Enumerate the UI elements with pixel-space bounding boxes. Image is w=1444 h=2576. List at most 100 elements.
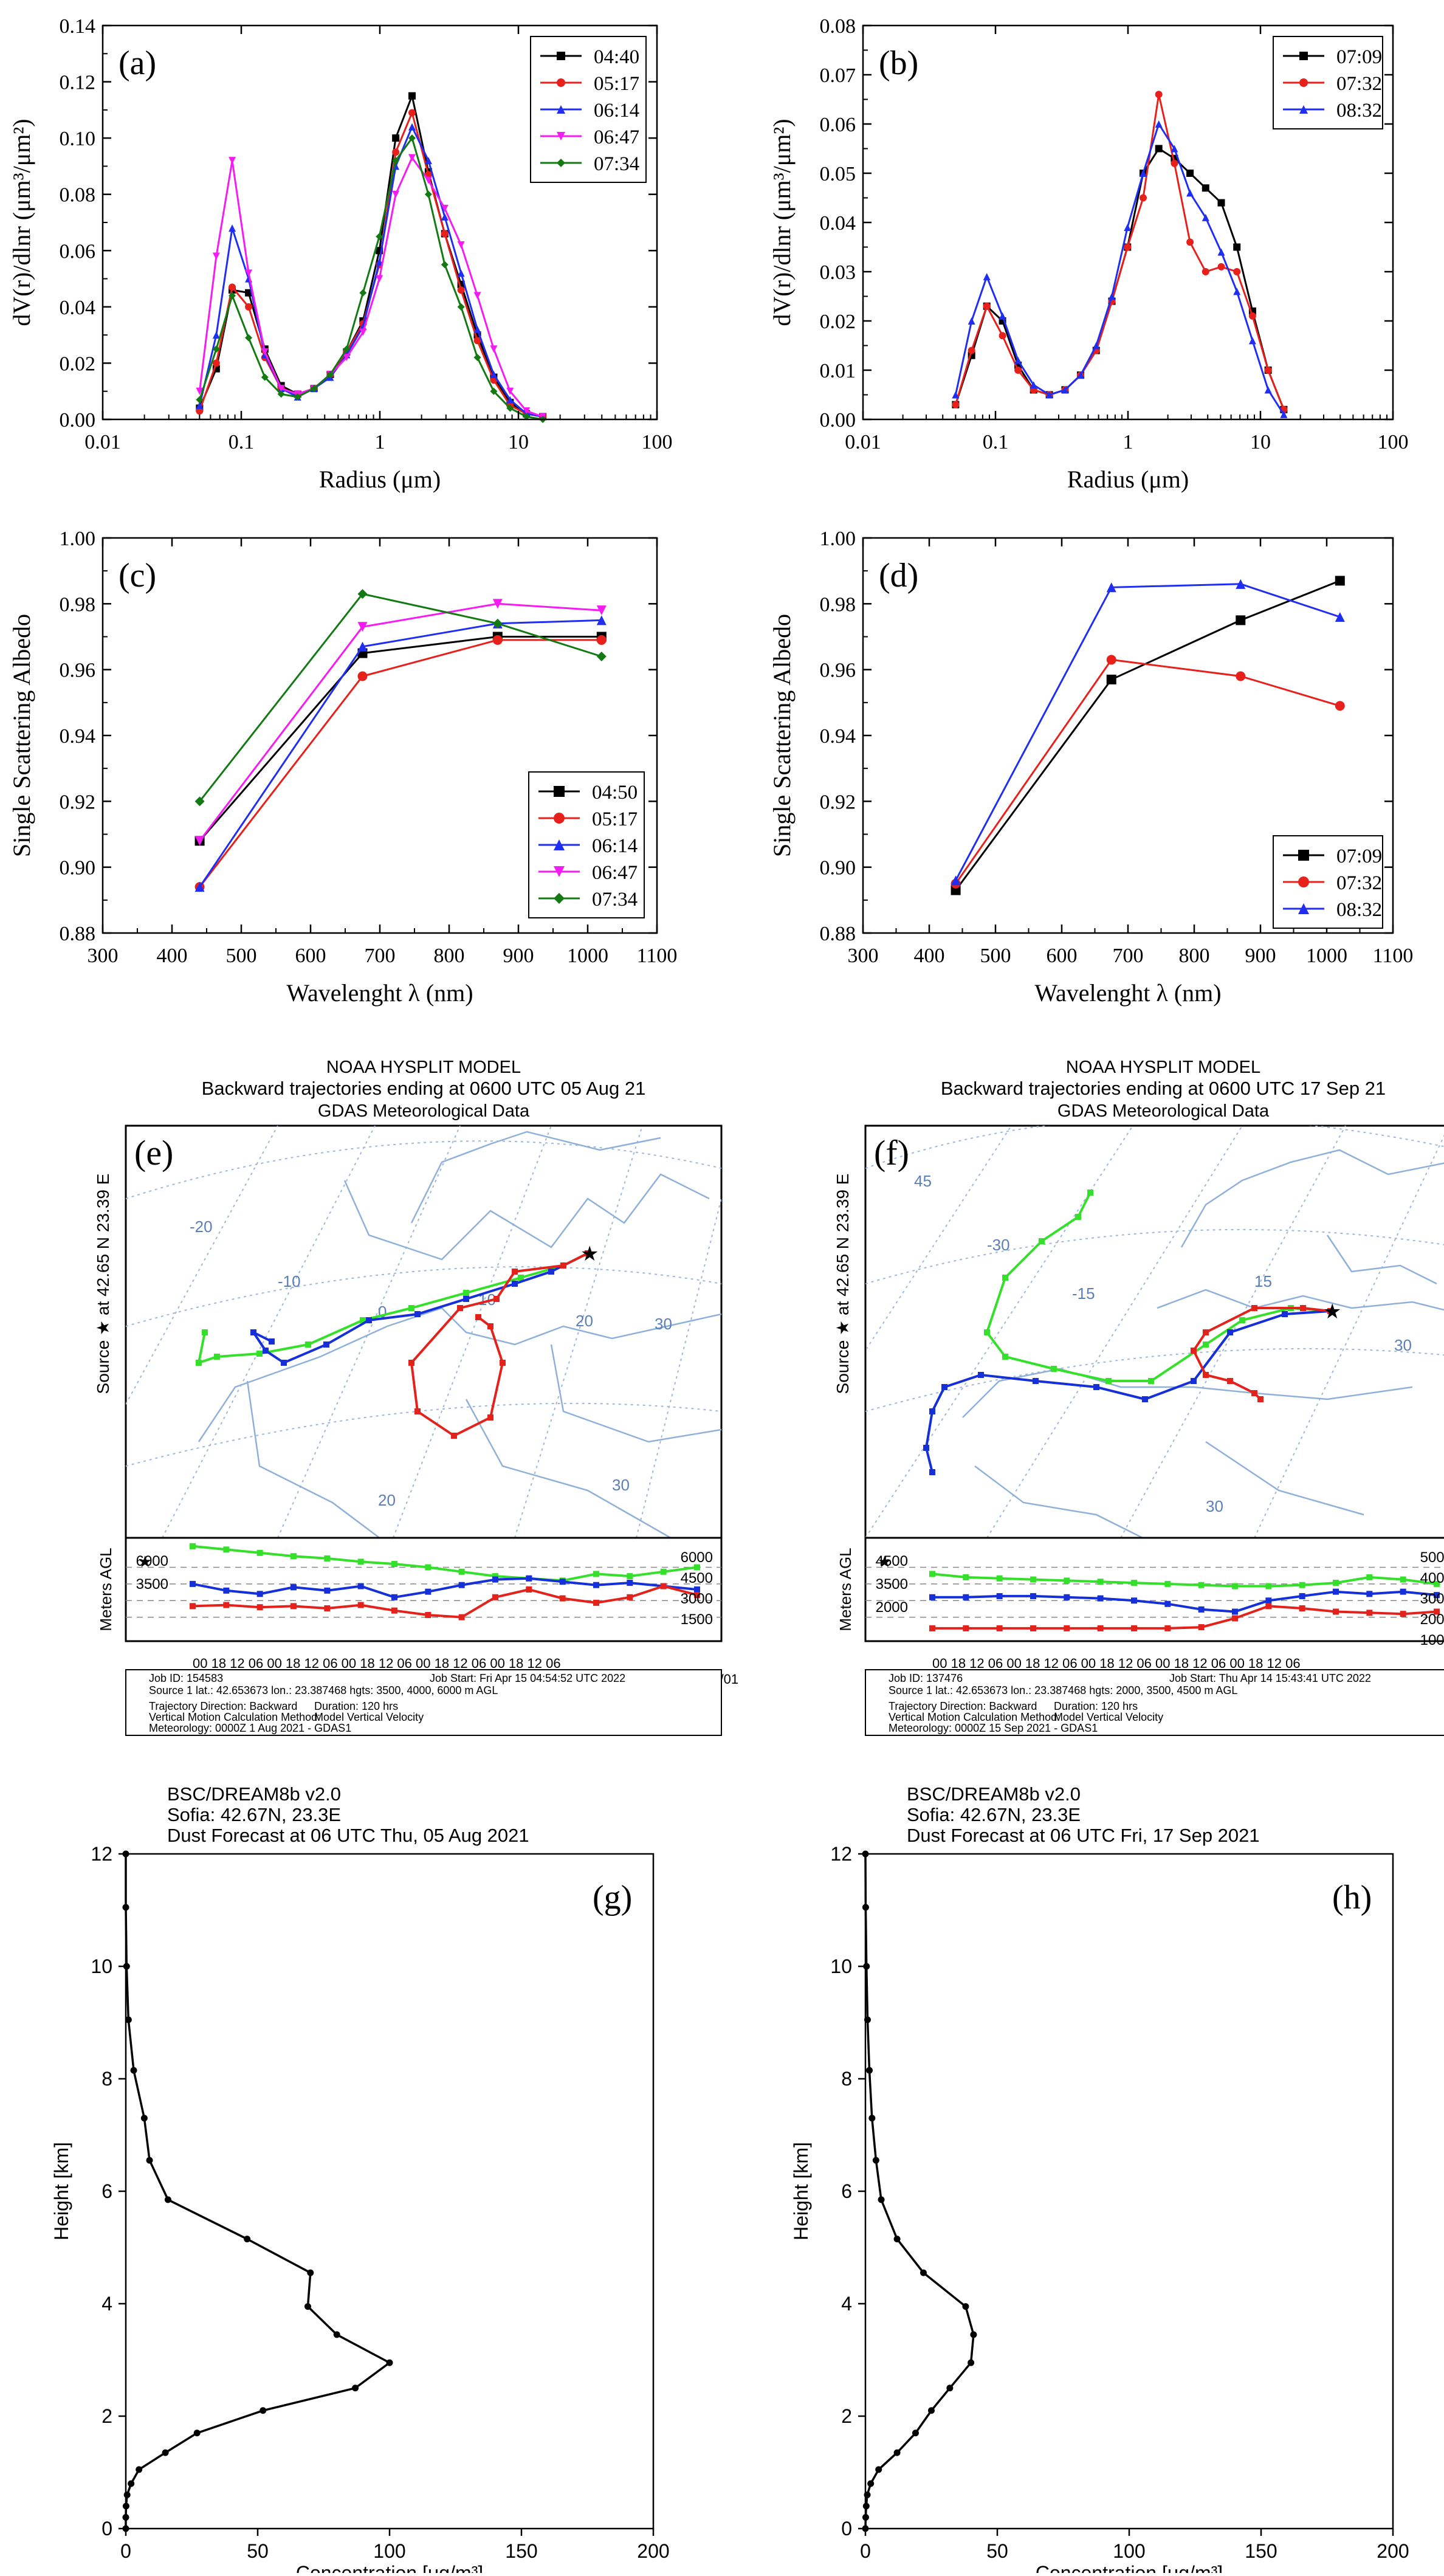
y-tick-label: 0.00 [60,409,96,432]
series-line-08:32 [955,583,1341,881]
trajectory-point-4500 m [1239,1317,1245,1323]
y-tick-label: 4 [841,2293,852,2315]
legend-label-07:34: 07:34 [592,889,638,911]
point-08:32-5 [1030,381,1037,389]
profile-point-6000 m [425,1564,431,1571]
profile-point-3500 m [425,1611,431,1618]
point-07:34-5 [277,390,285,398]
profile-point-4500 m [1064,1577,1070,1584]
point-05:17-16 [457,286,465,294]
point-05:17-15 [441,230,449,238]
profile-point-3500 m [1232,1608,1238,1615]
point-06:14-14 [424,157,432,165]
y-tick-label: 0.94 [60,725,96,748]
profile-point-15 [878,2196,885,2203]
x-tick-label: 400 [914,945,945,967]
profile-point-16 [146,2157,153,2164]
y-axis-label: dV(r)/dlnr (μm³/μm²) [768,119,796,326]
trajectory-point-4000 m [512,1281,518,1287]
profile-point-4000 m [593,1582,599,1588]
point-07:34-12 [392,157,400,165]
chart-d: 300 400 500 600 700 800 900 1000 1100 0.88 0.90 0.9… [768,528,1413,1007]
trajectory-point-2000 m [1203,1372,1209,1378]
info-text: Trajectory Direction: Backward [889,1700,1037,1712]
point-06:14-1 [212,331,220,339]
profile-point-11 [333,2331,340,2338]
x-tick-label: 600 [295,945,326,967]
x-axis-label: Concentration [μg/m³] [1036,2562,1223,2573]
agl-left-tick: 2000 [876,1599,908,1616]
trajectory-point-3500 m [457,1305,463,1311]
x-tick-label: 800 [1179,945,1210,967]
profile-point-4000 m [291,1584,297,1591]
panel-label: (a) [119,44,156,82]
legend-label-07:09: 07:09 [1336,46,1382,68]
agl-right-tick: 5000 [1420,1549,1444,1566]
point-06:14-19 [506,396,514,404]
legend-marker-07:34 [557,159,565,167]
profile-point-3500 m [559,1595,566,1602]
profile-point-7 [193,2430,201,2437]
trajectory-point-3500 m [1282,1311,1288,1317]
point-07:32-3 [1335,701,1345,711]
trajectory-point-3500 m [923,1445,929,1451]
legend-label-07:09: 07:09 [1336,845,1382,867]
profile-point-3500 m [324,1605,331,1612]
point-08:32-19 [1248,337,1256,345]
x-tick-label: 150 [1245,2540,1277,2562]
info-text: Meteorology: 0000Z 15 Sep 2021 - GDAS1 [889,1722,1098,1734]
y-axis-label: Single Scattering Albedo [768,614,796,857]
series-line-08:32 [954,122,1285,415]
info-text: Meteorology: 0000Z 1 Aug 2021 - GDAS1 [149,1722,351,1734]
y-tick-label: 12 [91,1843,112,1865]
y-tick-label: 12 [830,1843,852,1865]
legend-label-05:17: 05:17 [592,808,638,830]
point-08:32-1 [968,317,975,325]
point-07:32-12 [1139,194,1147,202]
profile-line-6000 m [192,1545,698,1582]
y-tick-label: 0 [841,2518,852,2540]
trajectory-point-3500 m [512,1269,518,1275]
x-tick-label: 200 [1377,2540,1409,2562]
title-line-2: Dust Forecast at 06 UTC Fri, 17 Sep 2021 [907,1825,1260,1846]
trajectory-point-4000 m [250,1329,256,1335]
profile-point-13 [307,2269,314,2276]
y-axis-label: dV(r)/dlnr (μm³/μm²) [8,119,35,326]
profile-point-2 [122,2502,129,2510]
point-06:47-17 [473,292,481,300]
profile-point-12 [304,2303,311,2310]
x-tick-label: 0.1 [983,431,1009,453]
map-grid-label: 30 [1394,1336,1412,1354]
y-tick-label: 6 [841,2180,852,2202]
profile-point-2000 m [929,1625,935,1631]
point-05:17-2 [229,283,236,291]
profile-point-1 [122,2514,129,2521]
x-tick-label: 1 [375,431,385,453]
agl-left-tick: 3500 [876,1576,908,1593]
profile-point-3500 m [1400,1588,1406,1595]
plot-frame [125,1853,655,2530]
info-text: Duration: 120 hrs [1054,1700,1138,1712]
profile-point-2000 m [1198,1624,1205,1631]
profile-point-13 [920,2269,927,2276]
point-06:47-12 [392,190,400,198]
profile-point-4500 m [1030,1576,1036,1583]
profile-point-4500 m [929,1571,935,1577]
y-tick-label: 0.03 [820,261,856,284]
x-tick-label: 1100 [637,945,678,967]
series-line-07:09 [954,147,1285,410]
map-grid-label: 30 [612,1476,630,1494]
x-tick-label: 1100 [1373,945,1414,967]
point-07:34-2 [229,292,236,300]
profile-point-4500 m [1434,1580,1440,1587]
point-07:32-2 [1236,671,1246,681]
agl-left-tick: 6000 [136,1553,168,1569]
x-tick-label: 300 [88,945,119,967]
y-tick-label: 4 [101,2293,112,2315]
profile-point-6000 m [291,1553,297,1560]
y-axis-label: Height [km] [790,2142,812,2240]
hour-ticks: 00 18 12 06 00 18 12 06 00 18 12 06 00 1… [193,1656,561,1671]
legend-label-06:14: 06:14 [592,835,638,857]
